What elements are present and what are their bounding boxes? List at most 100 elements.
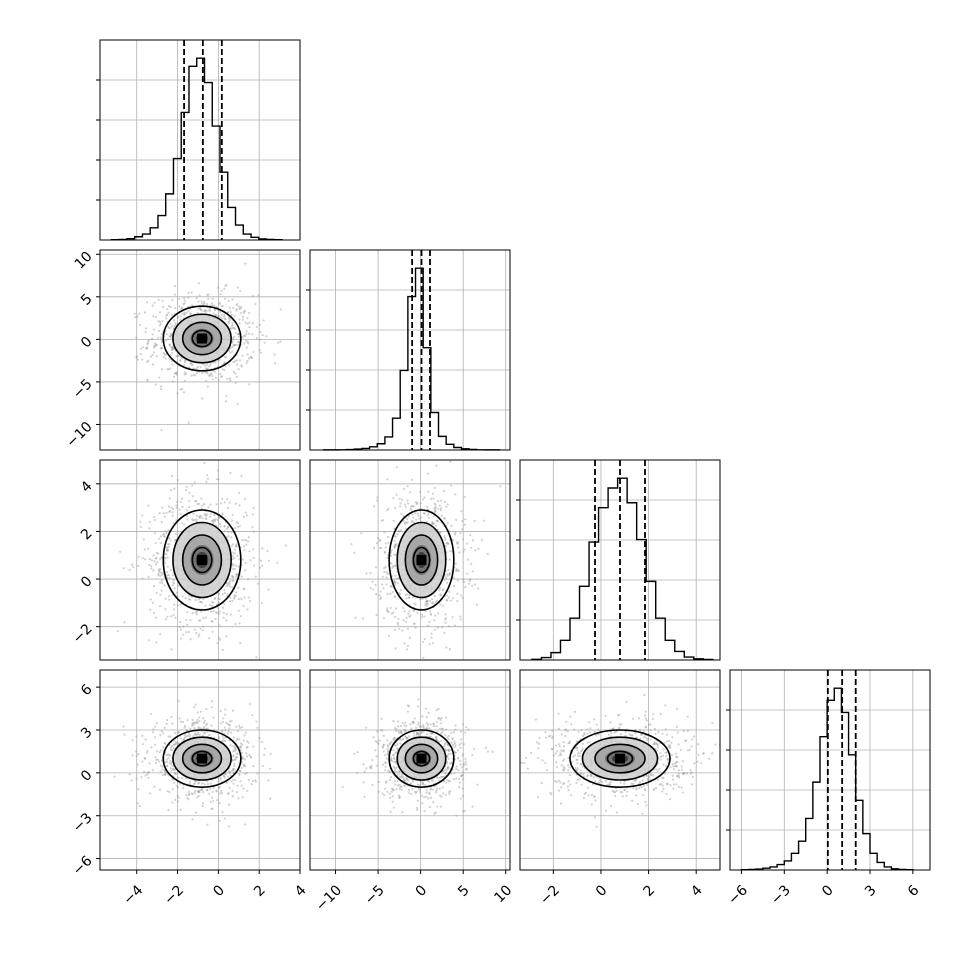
scatter-point (208, 374, 212, 377)
scatter-point (231, 298, 234, 301)
scatter-point (158, 569, 161, 572)
scatter-point (550, 748, 553, 751)
scatter-point (162, 355, 165, 359)
scatter-point (443, 516, 446, 520)
scatter-point (152, 328, 155, 331)
scatter-point (412, 721, 415, 724)
scatter-point (181, 307, 184, 310)
scatter-point (193, 782, 196, 786)
contour-line (172, 521, 232, 599)
scatter-panel-1-3 (309, 669, 511, 871)
scatter-point (213, 308, 217, 312)
scatter-point (243, 335, 247, 338)
scatter-point (220, 289, 223, 292)
scatter-point (419, 725, 423, 728)
scatter-point (248, 321, 251, 324)
scatter-point (239, 642, 242, 645)
scatter-point (190, 724, 194, 727)
scatter-point (207, 309, 211, 312)
scatter-point (434, 505, 437, 509)
scatter-point (403, 521, 406, 524)
scatter-point (399, 731, 402, 734)
scatter-point (421, 613, 424, 616)
scatter-point (417, 514, 420, 518)
scatter-point (380, 717, 383, 720)
scatter-point (246, 353, 249, 356)
scatter-point (169, 759, 172, 763)
scatter-point (427, 711, 430, 714)
scatter-point (446, 581, 449, 584)
scatter-point (172, 582, 175, 585)
scatter-point (647, 723, 650, 726)
scatter-point (163, 515, 167, 518)
panel-frame (729, 669, 931, 871)
scatter-point (219, 293, 222, 296)
scatter-point (447, 767, 450, 770)
scatter-point (439, 509, 442, 512)
scatter-point (436, 776, 439, 779)
scatter-point (217, 737, 221, 740)
scatter-point (427, 780, 430, 783)
scatter-point (235, 790, 239, 794)
scatter-point (201, 517, 204, 520)
scatter-point (231, 789, 234, 792)
scatter-point (221, 729, 224, 732)
scatter-point (134, 750, 138, 753)
scatter-point (448, 572, 451, 575)
scatter-point (243, 758, 247, 761)
scatter-point (398, 497, 401, 500)
scatter-point (202, 802, 205, 805)
scatter-point (261, 334, 264, 337)
scatter-point (448, 572, 451, 575)
scatter-point (383, 551, 387, 554)
scatter-point (227, 825, 230, 828)
scatter-point (187, 798, 190, 801)
scatter-point (238, 504, 241, 507)
scatter-point (231, 579, 234, 582)
scatter-point (136, 315, 139, 318)
scatter-point (362, 763, 365, 766)
scatter-point (405, 778, 408, 781)
scatter-point (148, 527, 151, 530)
scatter-point (394, 751, 397, 754)
scatter-point (381, 575, 384, 578)
scatter-point (171, 346, 174, 349)
scatter-point (170, 313, 174, 316)
scatter-point (163, 773, 166, 776)
scatter-point (166, 565, 169, 568)
scatter-point (425, 715, 428, 719)
scatter-point (159, 567, 162, 570)
scatter-point (461, 538, 465, 541)
scatter-point (172, 347, 175, 351)
scatter-point (239, 746, 242, 749)
scatter-point (626, 790, 629, 793)
scatter-point (205, 379, 208, 383)
scatter-point (417, 787, 421, 791)
scatter-point (172, 613, 175, 617)
scatter-point (404, 505, 407, 508)
scatter-point (440, 594, 443, 597)
scatter-point (229, 471, 232, 474)
density-peak (416, 555, 427, 565)
scatter-point (230, 324, 233, 327)
scatter-point (176, 316, 179, 319)
scatter-point (402, 619, 405, 622)
scatter-point (438, 794, 442, 797)
scatter-point (149, 608, 152, 611)
scatter-point (182, 738, 186, 741)
scatter-point (229, 743, 232, 746)
scatter-point (473, 583, 477, 586)
scatter-point (255, 656, 258, 659)
scatter-point (427, 511, 430, 515)
scatter-point (188, 780, 192, 783)
scatter-point (200, 497, 203, 500)
scatter-point (170, 325, 173, 328)
scatter-point (461, 519, 464, 523)
histogram-panel-3 (726, 669, 931, 871)
scatter-point (394, 583, 397, 586)
scatter-point (183, 297, 186, 300)
scatter-point (218, 516, 221, 519)
scatter-point (143, 558, 147, 561)
scatter-point (197, 782, 200, 785)
scatter-point (395, 466, 398, 469)
